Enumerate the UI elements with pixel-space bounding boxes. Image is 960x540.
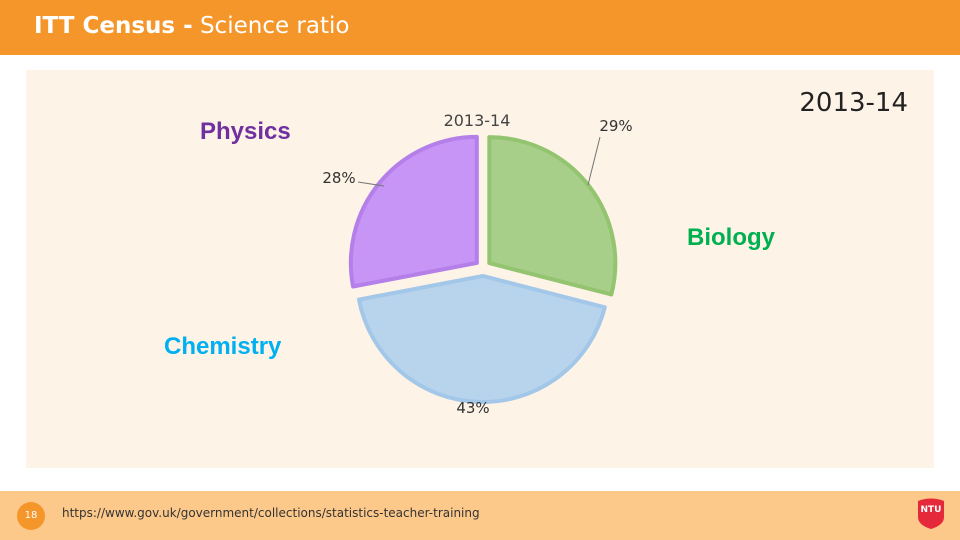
biology-label: Biology [687,224,775,251]
chemistry-label: Chemistry [164,333,282,360]
title-rest: Science ratio [192,13,350,39]
title-bar [0,0,960,55]
page-title: ITT Census - Science ratio [34,13,349,39]
physics-label: Physics [200,118,291,145]
pie-slice-biology [487,135,618,297]
footer-bar [0,491,960,540]
chart-title: 2013-14 [444,111,511,130]
data-label-chemistry: 43% [456,399,489,417]
data-label-biology: 29% [599,117,632,135]
data-label-physics: 28% [322,169,355,187]
pie-slice-chemistry [356,273,607,404]
logo-text: NTU [920,505,942,515]
pie-slice-physics [348,134,479,289]
chart-heading: 2013-14 [799,88,908,118]
ntu-logo-icon [918,498,944,529]
leader-line-biology [587,136,601,186]
title-bold: ITT Census - [34,13,193,39]
source-link[interactable]: https://www.gov.uk/government/collection… [62,506,480,520]
page-number: 18 [17,502,45,530]
leader-line-physics [357,181,385,187]
